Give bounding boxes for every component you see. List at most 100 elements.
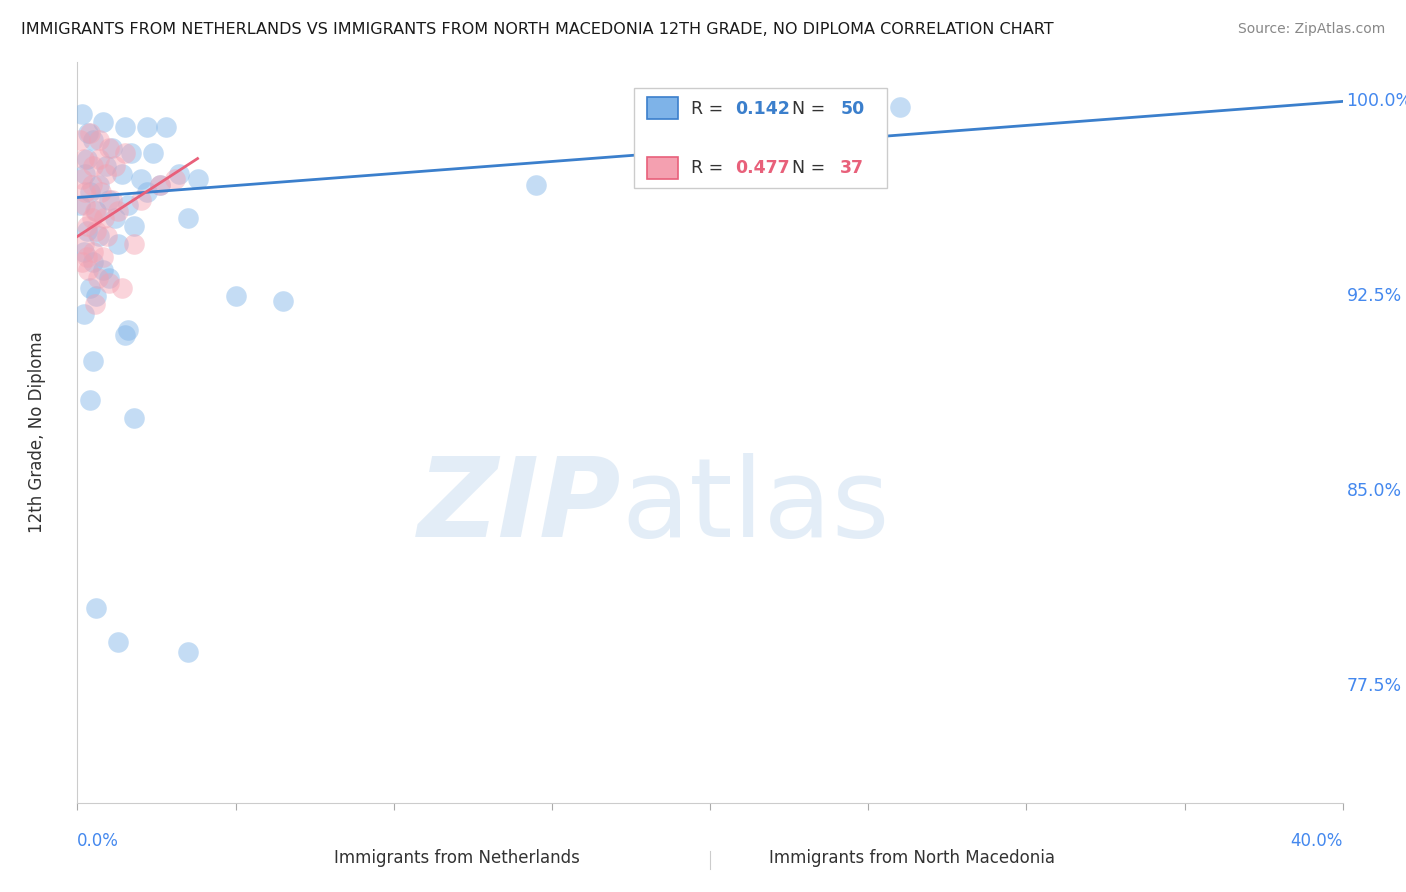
Point xyxy=(89,229,111,244)
Point xyxy=(80,178,103,192)
Point xyxy=(129,172,152,186)
Text: 85.0%: 85.0% xyxy=(1347,482,1402,500)
Point xyxy=(94,159,117,173)
Point xyxy=(70,255,93,269)
Point xyxy=(124,237,146,252)
Point xyxy=(86,224,108,238)
Point xyxy=(136,186,159,200)
Point xyxy=(111,167,132,181)
Point xyxy=(79,186,101,200)
Text: IMMIGRANTS FROM NETHERLANDS VS IMMIGRANTS FROM NORTH MACEDONIA 12TH GRADE, NO DI: IMMIGRANTS FROM NETHERLANDS VS IMMIGRANT… xyxy=(21,22,1053,37)
Point xyxy=(75,167,97,181)
Point xyxy=(69,133,91,147)
Point xyxy=(73,307,96,321)
Point xyxy=(70,172,93,186)
Point xyxy=(82,133,104,147)
Point xyxy=(136,120,159,135)
Point xyxy=(82,159,104,173)
Point xyxy=(167,167,190,181)
Point xyxy=(76,224,98,238)
Text: 0.142: 0.142 xyxy=(735,100,790,118)
Point xyxy=(177,645,200,659)
Point xyxy=(98,277,120,291)
Point xyxy=(98,193,120,207)
Text: 12th Grade, No Diploma: 12th Grade, No Diploma xyxy=(28,332,46,533)
Point xyxy=(155,120,177,135)
Point xyxy=(271,294,294,309)
Text: ZIP: ZIP xyxy=(418,453,621,560)
Point xyxy=(107,203,129,218)
Point xyxy=(101,193,124,207)
Point xyxy=(107,237,129,252)
Point xyxy=(165,172,187,186)
Point xyxy=(117,198,139,212)
Point xyxy=(70,107,93,121)
Point xyxy=(79,126,101,140)
Point xyxy=(80,211,103,226)
Point xyxy=(114,146,136,161)
Point xyxy=(77,263,100,277)
FancyBboxPatch shape xyxy=(634,88,887,188)
Point xyxy=(120,146,142,161)
Point xyxy=(94,167,117,181)
Point xyxy=(124,219,146,233)
Point xyxy=(111,281,132,295)
Text: 0.477: 0.477 xyxy=(735,160,790,178)
FancyBboxPatch shape xyxy=(755,849,782,871)
Point xyxy=(117,323,139,337)
Point xyxy=(177,211,200,226)
Point xyxy=(114,328,136,343)
Point xyxy=(89,133,111,147)
Point xyxy=(86,289,108,303)
Point xyxy=(104,211,127,226)
Point xyxy=(82,245,104,260)
Text: Source: ZipAtlas.com: Source: ZipAtlas.com xyxy=(1237,22,1385,37)
Text: Immigrants from North Macedonia: Immigrants from North Macedonia xyxy=(769,849,1056,867)
Point xyxy=(124,411,146,425)
FancyBboxPatch shape xyxy=(647,97,679,120)
Text: R =: R = xyxy=(692,100,728,118)
Point xyxy=(77,126,100,140)
Point xyxy=(76,219,98,233)
Text: 77.5%: 77.5% xyxy=(1347,677,1402,695)
Point xyxy=(107,634,129,648)
Point xyxy=(83,203,105,218)
Point xyxy=(149,178,172,192)
Text: N =: N = xyxy=(780,100,831,118)
Point xyxy=(98,271,120,285)
Point xyxy=(87,271,110,285)
FancyBboxPatch shape xyxy=(647,157,679,179)
Point xyxy=(98,141,120,155)
Text: 50: 50 xyxy=(841,100,865,118)
Point xyxy=(83,297,105,311)
Point xyxy=(73,245,96,260)
Point xyxy=(73,152,96,166)
Text: R =: R = xyxy=(692,160,728,178)
Point xyxy=(73,237,96,252)
Point xyxy=(76,250,98,264)
Text: 92.5%: 92.5% xyxy=(1347,287,1402,305)
Point xyxy=(86,203,108,218)
Point xyxy=(149,178,172,192)
Text: N =: N = xyxy=(780,160,831,178)
Point xyxy=(101,141,124,155)
Point xyxy=(89,178,111,192)
Point xyxy=(104,159,127,173)
Point xyxy=(96,229,118,244)
Point xyxy=(76,152,98,166)
Point xyxy=(91,115,114,129)
Point xyxy=(82,255,104,269)
Point xyxy=(225,289,247,303)
Point xyxy=(86,601,108,615)
Point xyxy=(79,281,101,295)
Text: 37: 37 xyxy=(841,160,865,178)
Point xyxy=(114,120,136,135)
Point xyxy=(89,152,111,166)
FancyBboxPatch shape xyxy=(298,849,326,871)
Text: 100.0%: 100.0% xyxy=(1347,93,1406,111)
Point xyxy=(69,198,91,212)
Point xyxy=(142,146,165,161)
Point xyxy=(129,193,152,207)
Text: Immigrants from Netherlands: Immigrants from Netherlands xyxy=(335,849,579,867)
Point xyxy=(91,263,114,277)
